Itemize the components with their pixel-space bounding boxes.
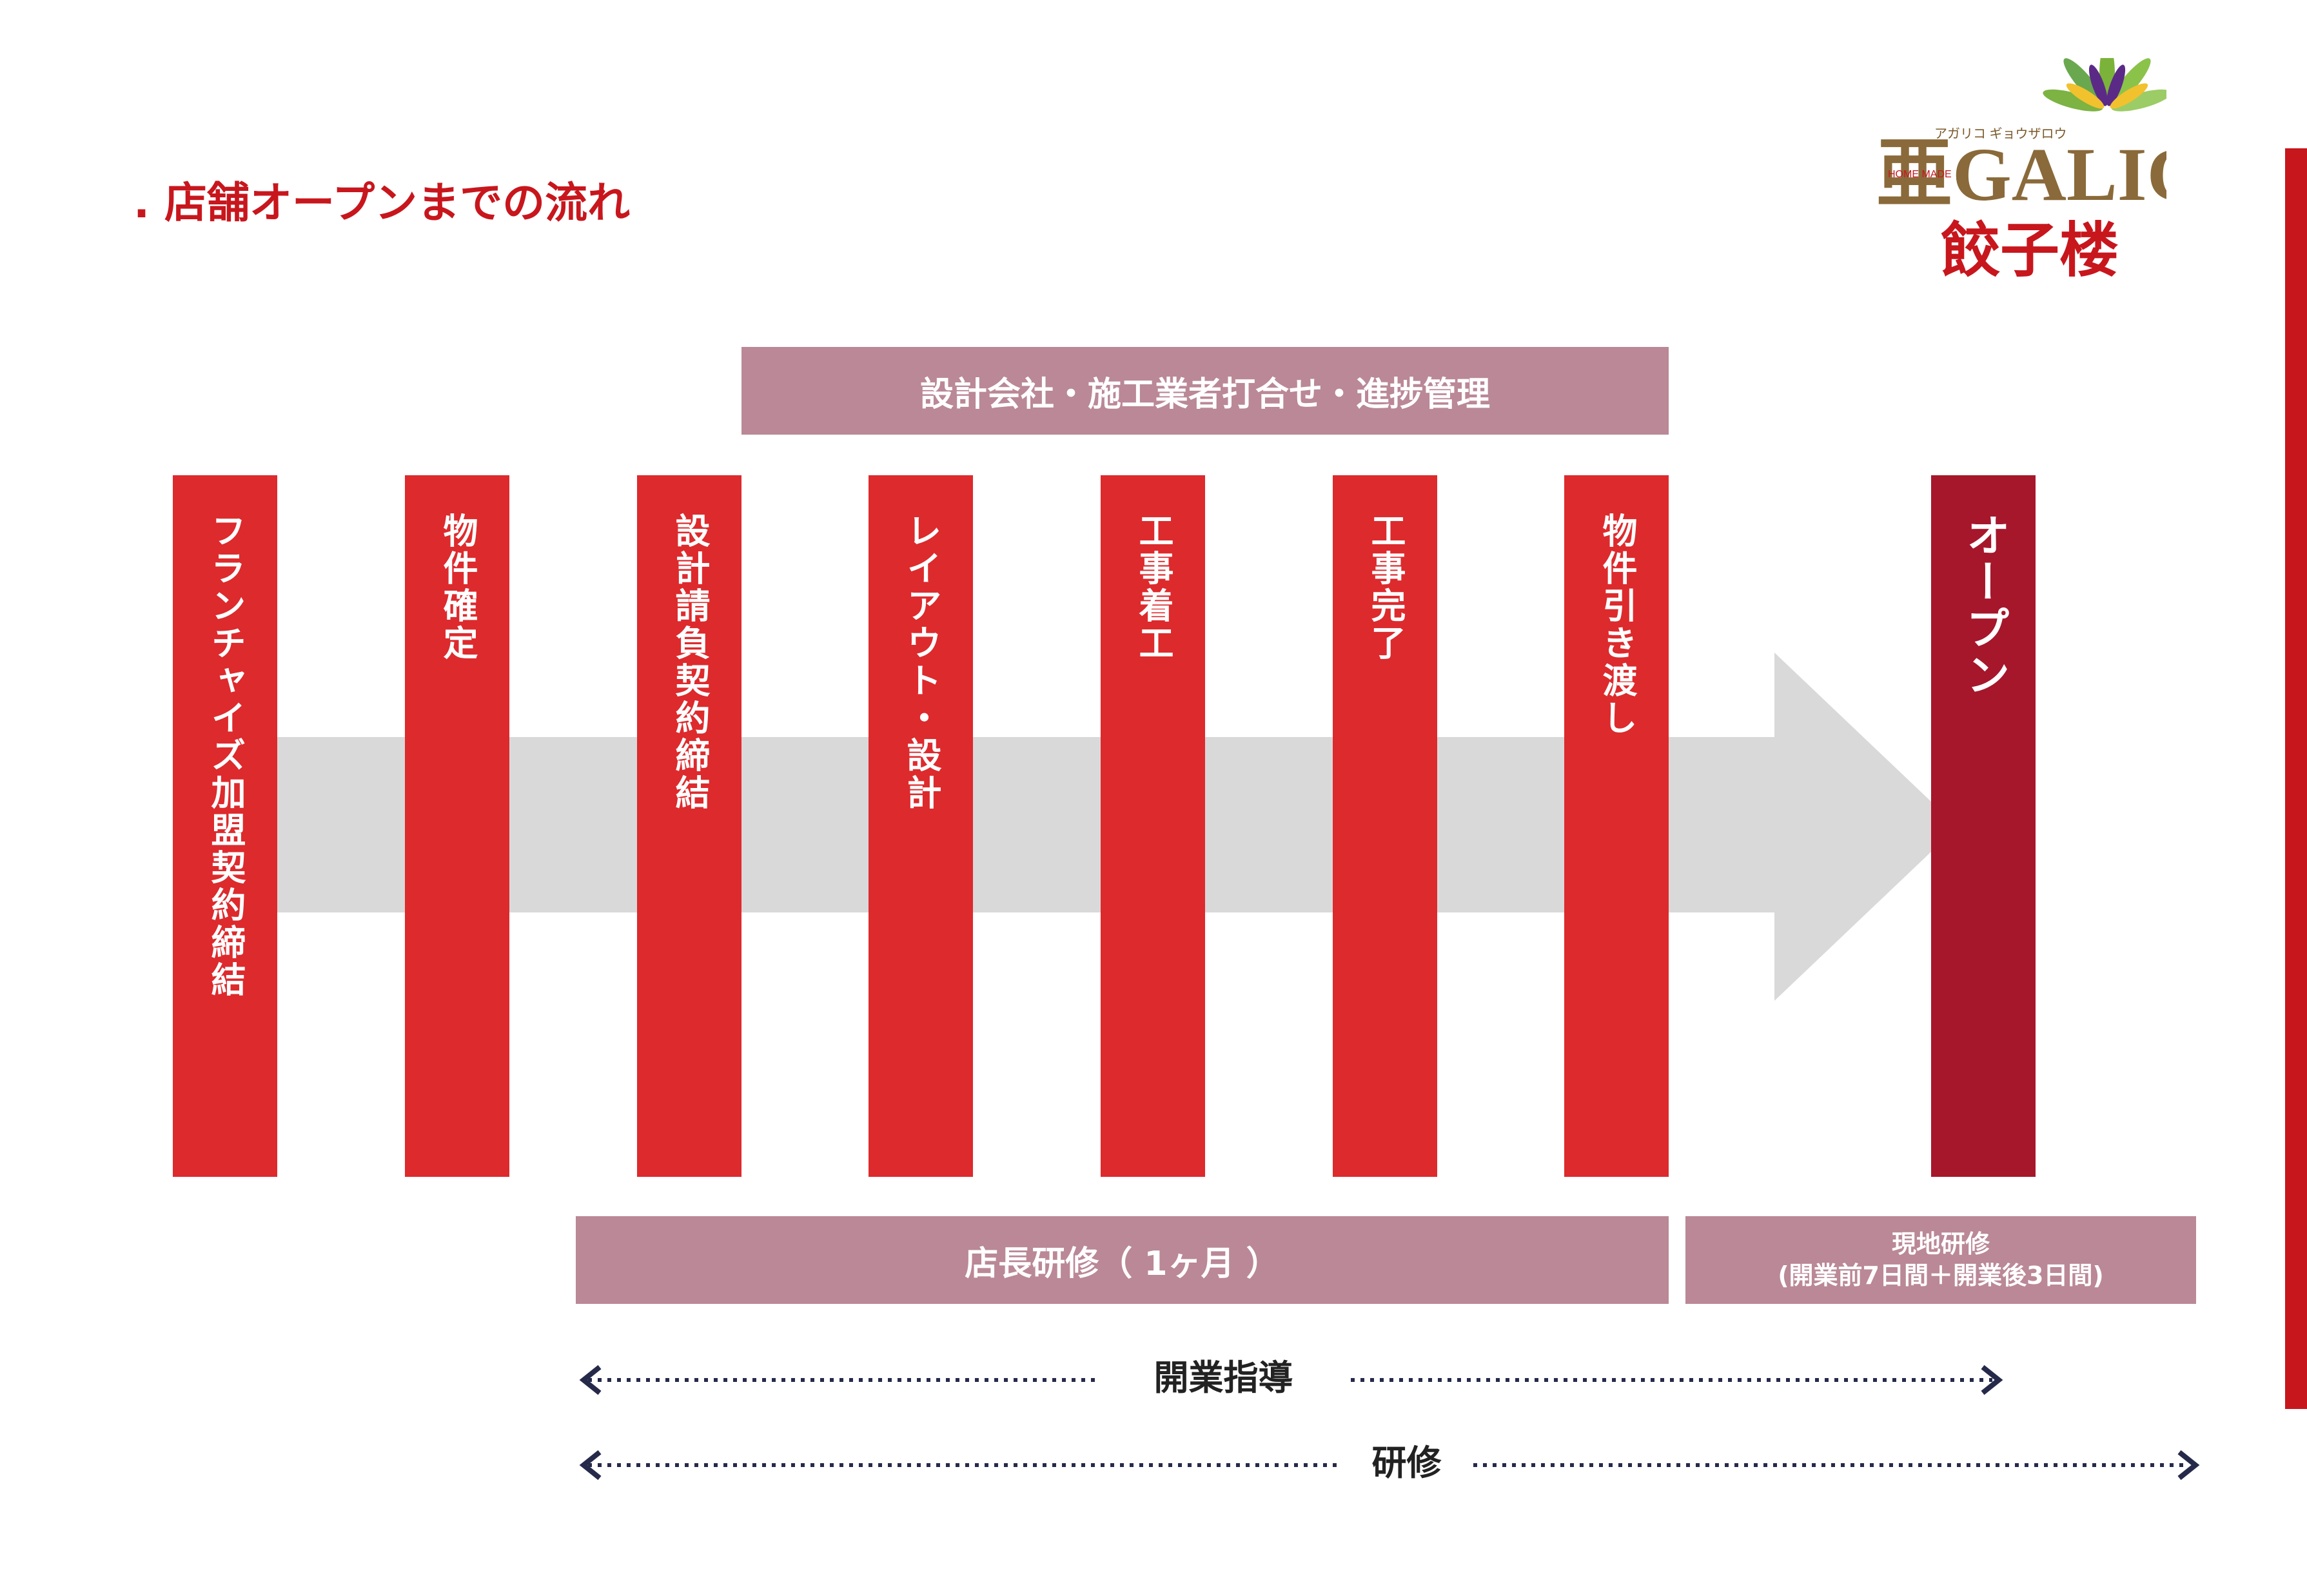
logo-mark: アガリコ ギョウザロウ 亜GALICO HOME MADE 餃子楼 bbox=[1876, 58, 2166, 284]
step-label: フランチャイズ加盟契約締結 bbox=[205, 513, 246, 999]
logo-tag: HOME MADE bbox=[1888, 169, 1952, 180]
step-label: 工事着工 bbox=[1133, 513, 1173, 662]
logo-subtitle: 餃子楼 bbox=[1941, 218, 2119, 284]
training-label-wrap: 研修 bbox=[1340, 1446, 1473, 1481]
manager-training-band: 店長研修（ 1ヶ月 ） bbox=[576, 1216, 1669, 1304]
step-construction-complete: 工事完了 bbox=[1333, 475, 1437, 1177]
step-layout-design: レイアウト・設計 bbox=[869, 475, 973, 1177]
step-property-confirmed: 物件確定 bbox=[405, 475, 509, 1177]
step-label: レイアウト・設計 bbox=[901, 513, 941, 812]
design-management-label: 設計会社・施工業者打合せ・進捗管理 bbox=[919, 375, 1490, 414]
logo-ruby: アガリコ ギョウザロウ bbox=[1934, 126, 2067, 141]
training-label: 研修 bbox=[1361, 1446, 1452, 1481]
opening-guidance-label-wrap: 開業指導 bbox=[1096, 1361, 1351, 1395]
logo-brand: 亜GALICO bbox=[1876, 132, 2166, 217]
design-management-band: 設計会社・施工業者打合せ・進捗管理 bbox=[741, 347, 1669, 435]
step-design-contract: 設計請負契約締結 bbox=[637, 475, 741, 1177]
leaf-icon bbox=[2043, 58, 2166, 112]
step-label: 物件確定 bbox=[437, 513, 478, 662]
step-construction-start: 工事着工 bbox=[1101, 475, 1205, 1177]
step-label: 設計請負契約締結 bbox=[669, 513, 710, 812]
step-label: オープン bbox=[1958, 513, 2009, 698]
step-label: 物件引き渡し bbox=[1596, 513, 1637, 737]
step-franchise-contract: フランチャイズ加盟契約締結 bbox=[173, 475, 277, 1177]
local-training-band: 現地研修 (開業前7日間＋開業後3日間) bbox=[1685, 1216, 2196, 1304]
logo: アガリコ ギョウザロウ 亜GALICO HOME MADE 餃子楼 bbox=[1857, 58, 2166, 303]
page-title: . 店舗オープンまでの流れ bbox=[133, 178, 631, 228]
step-open: オープン bbox=[1931, 475, 2036, 1177]
local-training-label-line1: 現地研修 bbox=[1891, 1229, 1990, 1258]
step-label: 工事完了 bbox=[1365, 513, 1406, 662]
opening-guidance-label: 開業指導 bbox=[1143, 1361, 1304, 1395]
step-property-handover: 物件引き渡し bbox=[1564, 475, 1669, 1177]
right-accent-bar bbox=[2285, 148, 2307, 1409]
local-training-label-line2: (開業前7日間＋開業後3日間) bbox=[1778, 1261, 2104, 1290]
manager-training-label: 店長研修（ 1ヶ月 ） bbox=[965, 1244, 1280, 1283]
